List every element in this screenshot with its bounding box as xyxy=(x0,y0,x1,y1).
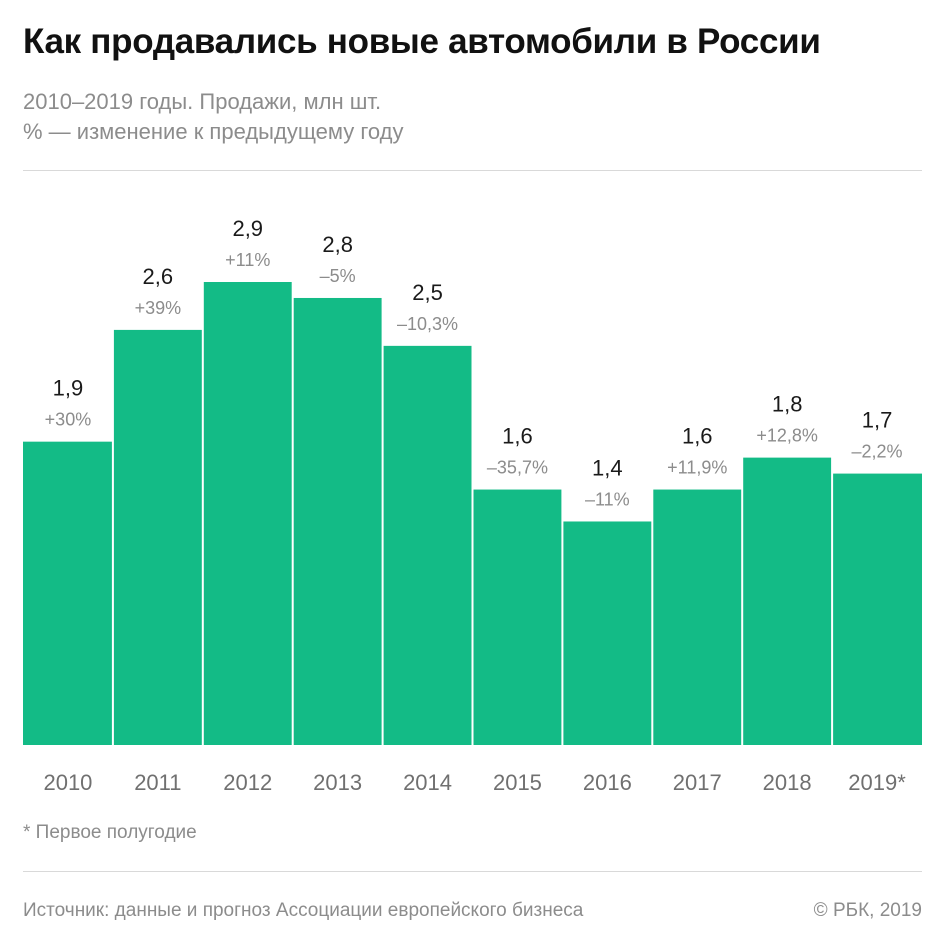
top-divider xyxy=(23,170,922,171)
value-label: 1,8 xyxy=(772,392,803,417)
x-tick-label: 2011 xyxy=(134,770,181,795)
bar-2018 xyxy=(743,457,832,745)
change-label: –2,2% xyxy=(852,442,903,462)
value-label: 2,8 xyxy=(322,232,353,257)
bar-2013 xyxy=(293,297,382,745)
change-label: –11% xyxy=(585,489,630,509)
copyright: © РБК, 2019 xyxy=(813,900,922,921)
bar-2015 xyxy=(473,489,562,745)
x-tick-label: 2019* xyxy=(848,770,906,795)
change-label: +12,8% xyxy=(756,426,818,446)
value-label: 1,6 xyxy=(502,424,533,449)
x-tick-label: 2018 xyxy=(763,770,812,795)
x-tick-label: 2017 xyxy=(673,770,722,795)
bar-2014 xyxy=(383,345,472,745)
chart-title: Как продавались новые автомобили в Росси… xyxy=(23,22,821,61)
change-label: –5% xyxy=(320,266,356,286)
bar-2012 xyxy=(203,282,292,745)
chart-subtitle-note: % — изменение к предыдущему году xyxy=(23,119,404,144)
footnote: * Первое полугодие xyxy=(23,822,197,843)
x-tick-label: 2016 xyxy=(583,770,632,795)
change-label: +11,9% xyxy=(667,458,727,478)
change-label: +11% xyxy=(225,250,270,270)
bottom-divider xyxy=(23,871,922,872)
chart-subtitle: 2010–2019 годы. Продажи, млн шт. xyxy=(23,89,382,114)
bar-2019 xyxy=(833,473,922,745)
value-label: 1,9 xyxy=(53,376,84,401)
x-tick-label: 2014 xyxy=(403,770,452,795)
value-label: 1,6 xyxy=(682,424,713,449)
bar-2016 xyxy=(563,521,652,745)
x-tick-label: 2012 xyxy=(223,770,272,795)
bar-2010 xyxy=(23,441,112,745)
value-label: 1,7 xyxy=(862,408,893,433)
value-label: 2,9 xyxy=(232,216,263,241)
value-label: 2,6 xyxy=(143,264,174,289)
value-label: 1,4 xyxy=(592,455,623,480)
source-note: Источник: данные и прогноз Ассоциации ев… xyxy=(23,900,584,921)
change-label: +39% xyxy=(135,298,182,318)
x-tick-label: 2013 xyxy=(313,770,362,795)
bar-2011 xyxy=(113,329,202,745)
x-tick-label: 2010 xyxy=(43,770,92,795)
change-label: –10,3% xyxy=(397,314,458,334)
change-label: –35,7% xyxy=(487,458,548,478)
change-label: +30% xyxy=(45,410,92,430)
x-tick-label: 2015 xyxy=(493,770,542,795)
bar-2017 xyxy=(653,489,742,745)
value-label: 2,5 xyxy=(412,280,443,305)
